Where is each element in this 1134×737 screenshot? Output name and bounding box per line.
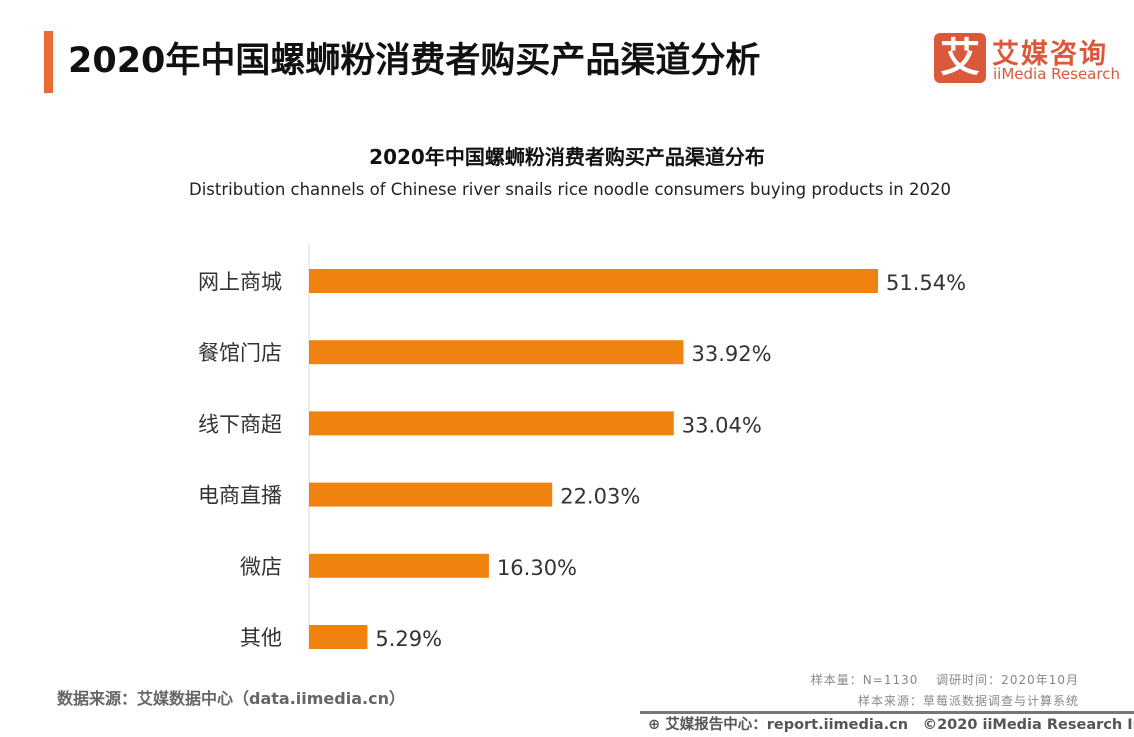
title-accent-bar [44, 31, 53, 93]
report-footer-text: 艾媒报告中心：report.iimedia.cn ©2020 iiMedia R… [665, 717, 1134, 733]
category-label: 电商直播 [198, 484, 282, 508]
logo-cn: 艾媒咨询 [992, 39, 1108, 70]
sample-source: 样本来源：草莓派数据调查与计算系统 [857, 694, 1079, 708]
category-label: 其他 [240, 626, 282, 650]
bar [309, 625, 368, 649]
data-label: 33.04% [682, 413, 762, 437]
category-label: 线下商超 [198, 412, 282, 436]
category-label: 网上商城 [198, 270, 282, 294]
data-label: 33.92% [691, 342, 771, 366]
logo-mark: 艾 [934, 33, 986, 83]
category-label: 餐馆门店 [198, 341, 282, 365]
chart-title: 2020年中国螺蛳粉消费者购买产品渠道分布 [369, 145, 765, 169]
data-label: 22.03% [560, 485, 640, 509]
globe-icon: ⊕ [648, 717, 666, 733]
logo-en: iiMedia Research [993, 65, 1120, 83]
bar [309, 482, 553, 507]
data-label: 16.30% [497, 556, 577, 580]
chart-subtitle: Distribution channels of Chinese river s… [189, 180, 951, 199]
data-label: 5.29% [375, 627, 442, 651]
sample-info: 样本量：N=1130 调研时间：2020年10月 [810, 673, 1079, 687]
bar [309, 269, 879, 293]
report-footer: ⊕ 艾媒报告中心：report.iimedia.cn ©2020 iiMedia… [648, 713, 1134, 734]
bar [309, 553, 489, 578]
bar [309, 411, 674, 436]
page-title: 2020年中国螺蛳粉消费者购买产品渠道分析 [68, 41, 761, 81]
footer-divider [640, 711, 1134, 714]
data-source: 数据来源：艾媒数据中心（data.iimedia.cn） [57, 689, 405, 708]
bar [309, 340, 684, 365]
data-label: 51.54% [886, 271, 966, 295]
category-label: 微店 [240, 555, 282, 579]
